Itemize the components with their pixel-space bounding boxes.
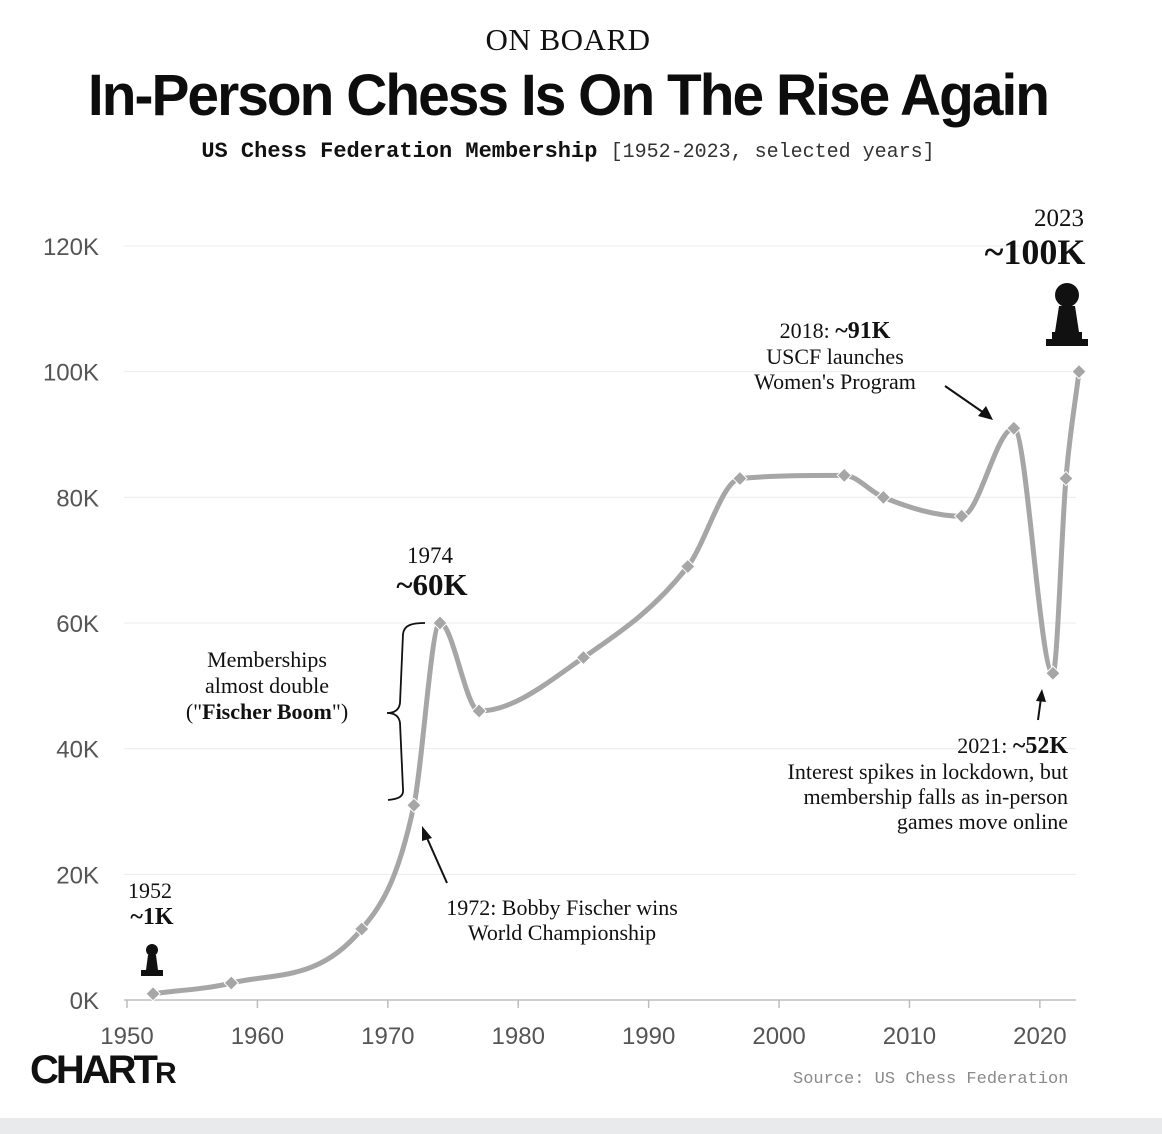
annotation-2023-year: 2023	[1034, 205, 1084, 232]
x-tick-label: 1970	[361, 1023, 414, 1050]
logo-hart: HART	[55, 1048, 158, 1092]
data-point	[1045, 665, 1061, 682]
annotation-2021-prefix: 2021:	[957, 733, 1013, 758]
data-point	[953, 508, 970, 524]
y-tick-label: 60K	[56, 611, 99, 638]
annotation-boom-line3: ("Fischer Boom")	[186, 699, 348, 724]
data-point	[1071, 363, 1087, 380]
data-point	[432, 615, 448, 631]
annotation-1952-year: 1952	[128, 878, 172, 903]
data-point	[836, 467, 853, 484]
data-point	[679, 558, 696, 575]
fischer-boom-brace	[386, 622, 426, 801]
logo-r: R	[154, 1057, 177, 1090]
annotation-2018-line1: USCF launches	[766, 344, 904, 369]
x-axis-ticks: 1950 1960 1970 1980 1990 2000 2010 2020	[100, 1000, 1067, 1050]
data-point	[223, 975, 240, 991]
y-tick-label: 80K	[56, 485, 99, 512]
logo-c: C	[30, 1048, 59, 1092]
annotation-2018-header: 2018: ~91K	[780, 318, 891, 344]
annotation-1952-value: ~1K	[130, 904, 173, 930]
annotation-2018-line2: Women's Program	[754, 369, 916, 394]
y-tick-label: 100K	[43, 360, 99, 387]
x-tick-label: 2020	[1013, 1023, 1066, 1050]
y-tick-label: 40K	[56, 737, 99, 764]
x-tick-label: 2000	[752, 1023, 805, 1050]
annotation-2018-arrowhead	[978, 406, 993, 420]
pawn-icon	[1046, 283, 1088, 346]
annotation-2021-arrowhead	[1036, 689, 1046, 702]
data-points	[145, 363, 1087, 1002]
chartr-logo: CHARTR	[30, 1048, 177, 1093]
x-tick-label: 1960	[231, 1023, 284, 1050]
annotation-2018-arrow	[944, 385, 985, 414]
annotation-boom-open: ("	[186, 699, 202, 724]
data-point	[353, 921, 370, 937]
annotation-2023-value: ~100K	[985, 232, 1086, 272]
annotation-boom-line2: almost double	[205, 673, 329, 698]
subtitle-main: US Chess Federation Membership	[201, 139, 598, 164]
data-point	[1006, 420, 1022, 436]
annotation-2021-arrow	[1037, 697, 1042, 721]
annotation-1972-line1: 1972: Bobby Fischer wins	[446, 895, 678, 920]
annotation-1972-arrow	[426, 837, 448, 884]
chart-subtitle: US Chess Federation Membership [1952-202…	[0, 139, 1136, 164]
annotation-2018-prefix: 2018:	[780, 318, 836, 343]
annotation-1972-line2: World Championship	[468, 920, 656, 945]
annotation-2021-line3: games move online	[897, 809, 1068, 834]
subtitle-range: [1952-2023, selected years]	[610, 141, 935, 164]
data-point	[471, 703, 487, 719]
annotation-2021-line2: membership falls as in-person	[803, 784, 1068, 809]
chart-kicker: ON BOARD	[485, 22, 651, 57]
annotation-boom-line1: Memberships	[207, 647, 327, 672]
pawn-icon	[141, 944, 163, 976]
x-tick-label: 1950	[100, 1023, 153, 1050]
data-point	[875, 489, 892, 506]
annotation-2021-value: ~52K	[1013, 733, 1068, 759]
gridlines	[124, 245, 1076, 875]
data-point	[406, 797, 422, 813]
x-tick-label: 2010	[883, 1023, 936, 1050]
y-tick-label: 0K	[70, 988, 99, 1015]
data-point	[732, 470, 748, 487]
annotation-1974-value: ~60K	[396, 567, 467, 602]
y-tick-label: 20K	[56, 862, 99, 889]
data-point	[1058, 470, 1074, 487]
annotation-2021-line1: Interest spikes in lockdown, but	[788, 759, 1068, 784]
x-tick-label: 1980	[492, 1023, 545, 1050]
bottom-bar	[0, 1118, 1162, 1134]
annotation-boom-bold: Fischer Boom	[202, 699, 332, 724]
chart-title: In-Person Chess Is On The Rise Again	[87, 63, 1050, 128]
annotation-2021-header: 2021: ~52K	[957, 733, 1068, 759]
series-line-membership	[150, 369, 1082, 997]
annotation-boom-close: ")	[332, 699, 348, 724]
data-point	[575, 649, 592, 666]
annotation-1974-year: 1974	[407, 543, 454, 568]
x-tick-label: 1990	[622, 1023, 675, 1050]
source-note: Source: US Chess Federation	[793, 1070, 1069, 1089]
data-point	[145, 985, 161, 1002]
annotation-2018-value: ~91K	[835, 318, 890, 344]
y-tick-label: 120K	[43, 234, 99, 261]
annotation-1972-arrowhead	[422, 826, 432, 841]
y-axis-ticks: 0K 20K 40K 60K 80K 100K 120K	[43, 234, 99, 1015]
